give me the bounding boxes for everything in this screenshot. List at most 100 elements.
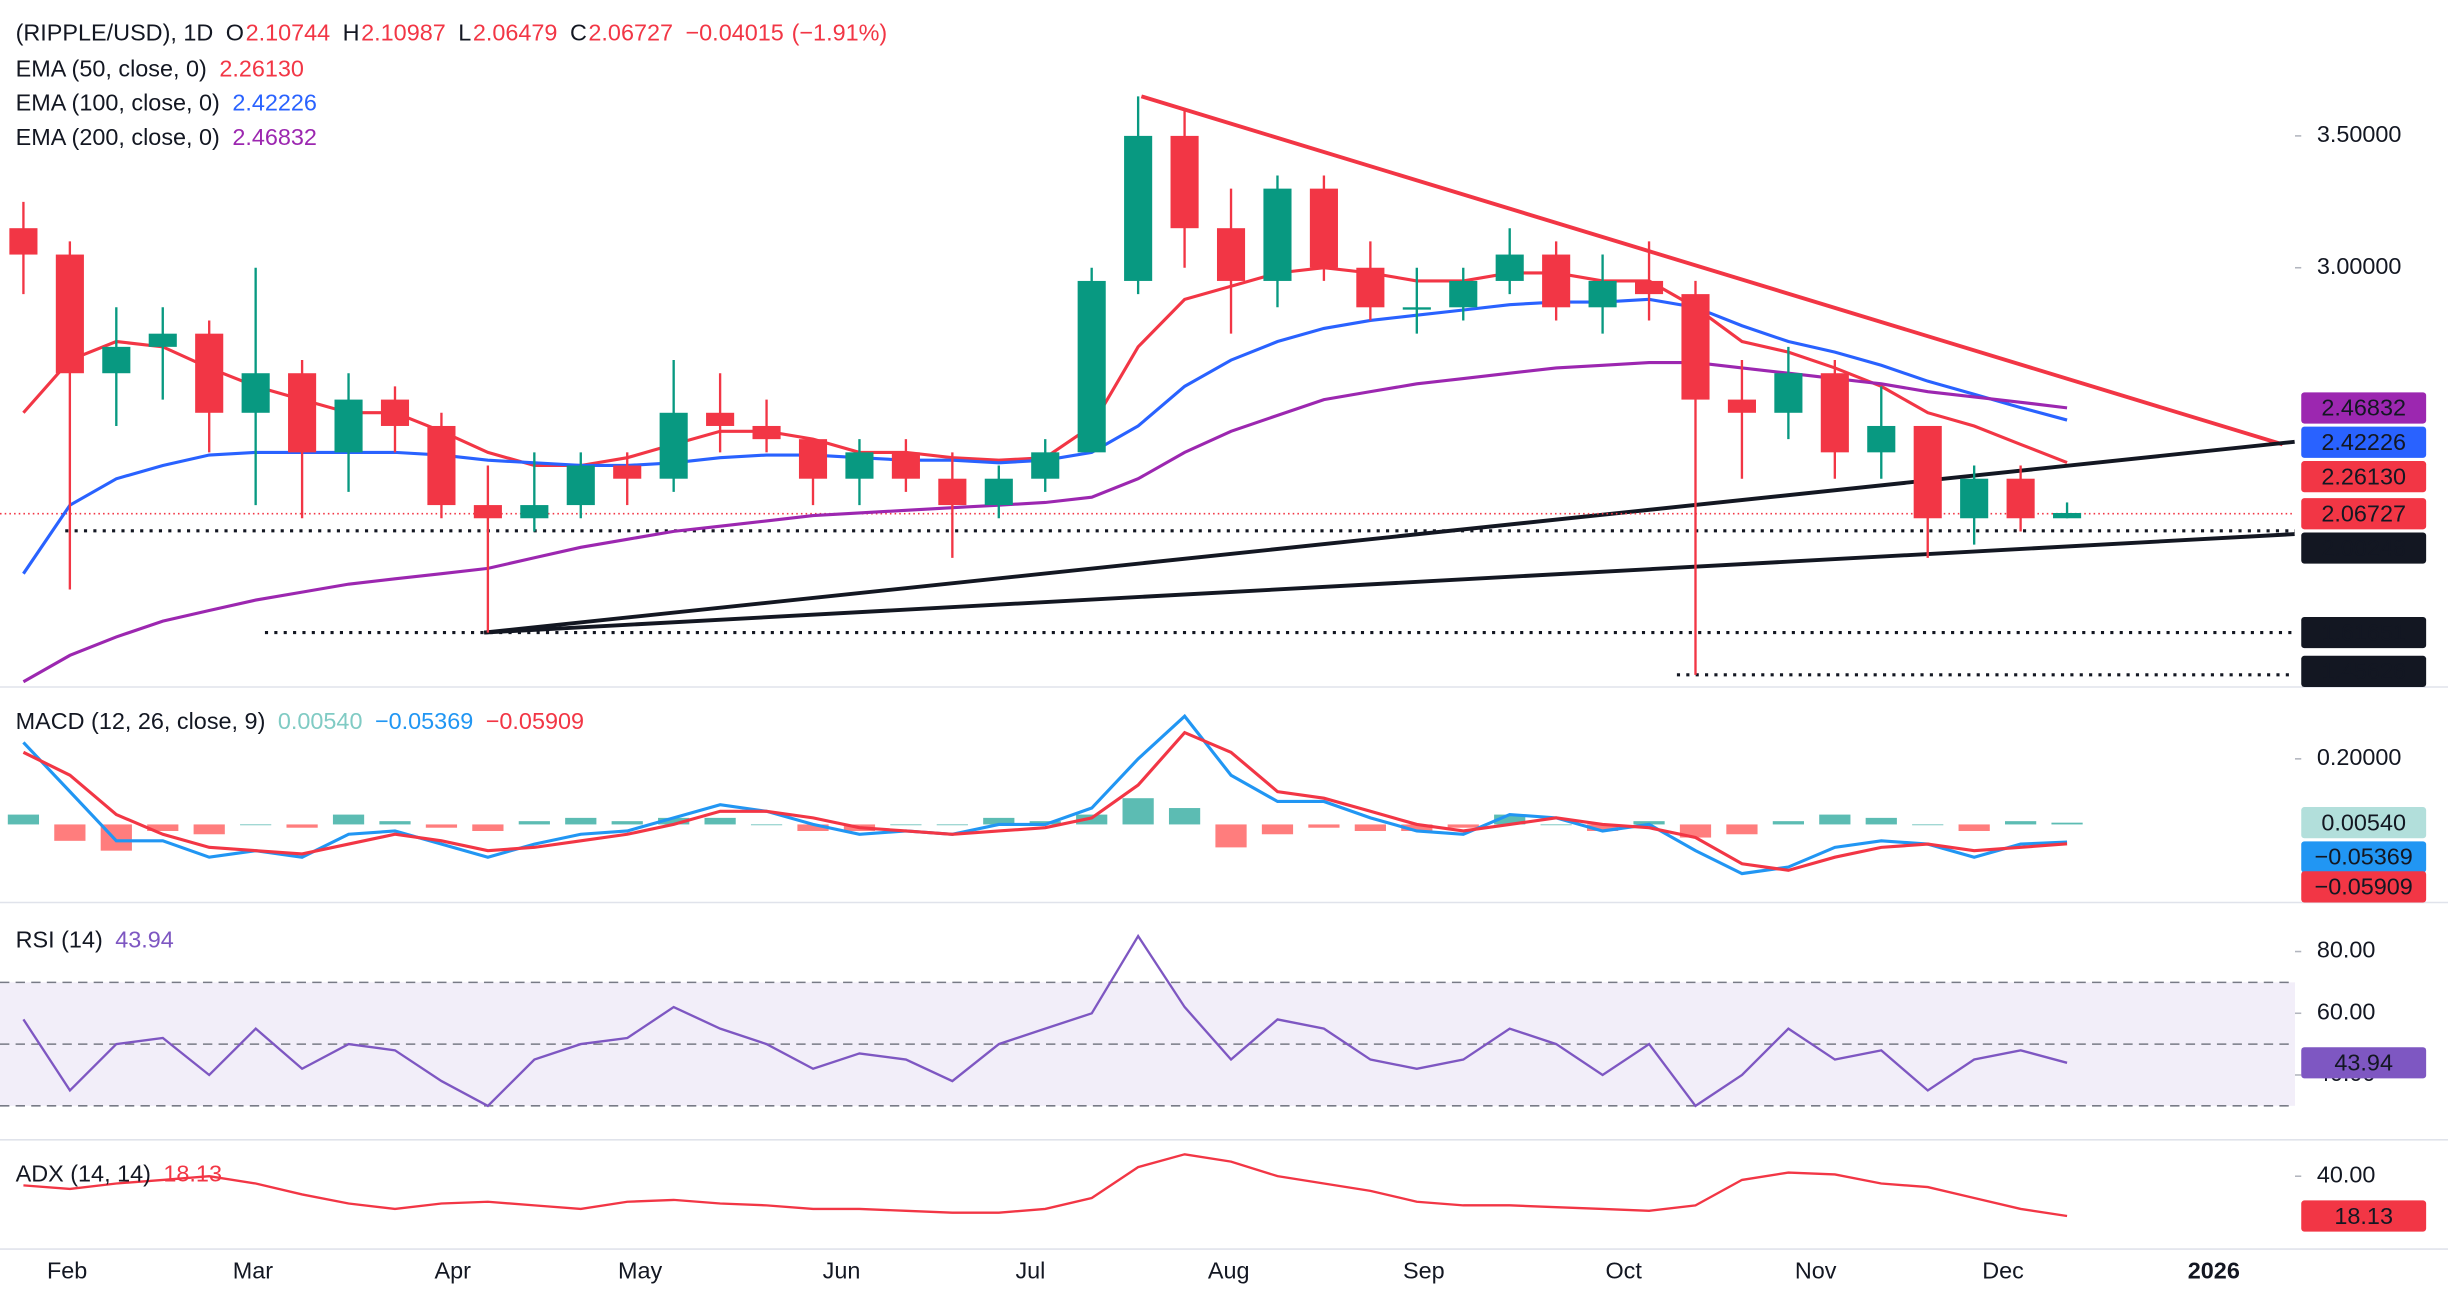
histogram-bar	[611, 821, 643, 825]
y-tick-label: 3.50000	[2317, 121, 2402, 147]
candle-body	[1402, 307, 1431, 310]
legend-name: EMA (100, close, 0)	[16, 90, 220, 116]
histogram-bar	[1772, 821, 1804, 825]
candle-body	[1774, 373, 1803, 413]
candle-body	[1216, 228, 1246, 281]
histogram-bar	[936, 824, 968, 826]
change-percent: (−1.91%)	[792, 20, 888, 46]
candle-body	[473, 505, 502, 519]
candle-body	[752, 425, 781, 440]
y-tick-label: 80.00	[2317, 937, 2376, 963]
candle-body	[984, 478, 1013, 506]
histogram-bar	[472, 824, 504, 831]
candle-body	[1867, 425, 1896, 453]
histogram-bar	[332, 814, 365, 825]
macd-line	[22, 713, 2068, 876]
candle-body	[2053, 512, 2082, 519]
histogram-bar	[1586, 824, 1619, 831]
x-tick-label: Dec	[1982, 1258, 2024, 1284]
x-tick-label: Oct	[1605, 1258, 1642, 1284]
histogram-bar	[658, 817, 690, 825]
price-badge-label: 2.42226	[2321, 429, 2406, 455]
price-badge-label: 1.45626	[2321, 658, 2406, 684]
legend-value: 18.13	[163, 1161, 222, 1187]
price-badge-label: 1.61651	[2321, 619, 2406, 645]
ohlc-value: 2.10987	[361, 20, 446, 46]
legend: EMA (50, close, 0) 2.26130	[16, 56, 304, 82]
histogram-bar	[1354, 824, 1386, 831]
candle-body	[1124, 135, 1153, 281]
ohlc-key: O	[226, 20, 244, 46]
histogram-bar	[797, 824, 829, 831]
candle-body	[427, 425, 456, 506]
price-badge	[2301, 461, 2427, 493]
legend-value: 2.26130	[219, 56, 304, 82]
candle-body	[1913, 425, 1942, 519]
legend: MACD (12, 26, close, 9) 0.00540 −0.05369 −0…	[16, 708, 584, 734]
candle-body	[1495, 254, 1524, 281]
x-tick-label: Jun	[823, 1258, 861, 1284]
histogram-bar	[1865, 817, 1897, 825]
legend-value: 2.46832	[232, 124, 317, 150]
y-tick-label: 0.20000	[2317, 744, 2402, 770]
price-badge-label: 0.00540	[2321, 809, 2406, 835]
histogram-bar	[2005, 821, 2037, 825]
price-badge	[2301, 616, 2427, 649]
candle-body	[1727, 399, 1756, 413]
x-tick-label: Jul	[1015, 1258, 1045, 1284]
candle-body	[1309, 188, 1338, 268]
price-badge	[2301, 655, 2427, 688]
candle-body	[566, 465, 595, 506]
candle-body	[334, 399, 363, 453]
y-tick-label: 60.00	[2317, 998, 2376, 1024]
x-tick-label: Nov	[1795, 1258, 1837, 1284]
candle-body	[1960, 478, 1989, 519]
legend-name: EMA (200, close, 0)	[16, 124, 220, 150]
x-tick-label: 2026	[2188, 1258, 2240, 1284]
candle-body	[1031, 452, 1060, 479]
histogram-bar	[286, 824, 318, 828]
rsi-line	[22, 933, 2068, 1108]
candle-body	[102, 346, 131, 374]
ohlc-key: H	[343, 20, 360, 46]
candle-body	[938, 478, 967, 506]
x-tick-label: Aug	[1208, 1258, 1250, 1284]
histogram-bar	[1076, 814, 1108, 825]
symbol: (RIPPLE/USD), 1D	[16, 20, 214, 46]
histogram-bar	[1540, 824, 1572, 826]
histogram-bar	[379, 821, 411, 825]
legend: RSI (14) 43.94	[16, 927, 174, 953]
ohlc-value: 2.06479	[473, 20, 558, 46]
histogram-bar	[1958, 824, 1990, 831]
ohlc-key: C	[570, 20, 587, 46]
x-tick-label: Apr	[435, 1258, 472, 1284]
legend: EMA (200, close, 0) 2.46832	[16, 124, 317, 150]
candle-body	[891, 452, 920, 479]
ohlc-key: L	[458, 20, 471, 46]
price-badge-label: 2.46832	[2321, 395, 2406, 421]
x-tick-label: May	[618, 1258, 663, 1284]
candle-body	[148, 333, 177, 347]
ohlc-value: 2.10744	[246, 20, 331, 46]
ema-line	[22, 361, 2068, 684]
trendline	[484, 532, 2295, 635]
histogram-bar	[518, 821, 550, 825]
candle-body	[1820, 373, 1849, 453]
histogram-bar	[147, 824, 179, 831]
candle-body	[520, 505, 549, 519]
histogram-bar	[704, 817, 736, 825]
legend-value: 2.42226	[232, 90, 317, 116]
candle-body	[380, 399, 410, 426]
histogram-bar	[1261, 824, 1294, 835]
histogram-bar	[1401, 824, 1433, 831]
candle-body	[706, 412, 735, 426]
candle-body	[798, 439, 828, 479]
legend-name: EMA (50, close, 0)	[16, 56, 207, 82]
candle-body	[1449, 280, 1478, 308]
histogram-bar	[1679, 824, 1712, 838]
price-badge-label: 43.94	[2334, 1050, 2393, 1076]
ohlc-value: 2.06727	[588, 20, 673, 46]
